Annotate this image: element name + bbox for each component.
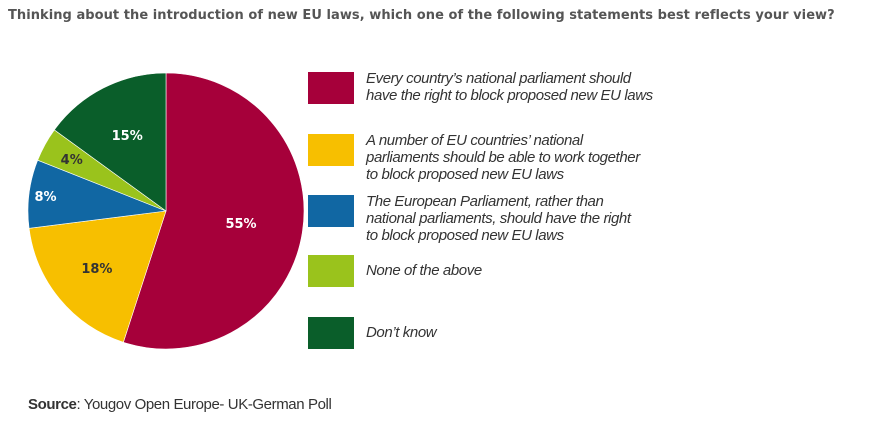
slice-every-parliament-label: 55%: [225, 217, 256, 232]
slice-dont-know-label: 15%: [112, 129, 143, 144]
legend-label: Don’t know: [366, 324, 437, 341]
swatch-work-together: [308, 134, 354, 166]
source-label: Source: [28, 396, 77, 413]
swatch-none: [308, 255, 354, 287]
slice-work-together: [28, 210, 167, 343]
source-note: Source: Yougov Open Europe- UK-German Po…: [28, 396, 332, 413]
legend-label: None of the above: [366, 262, 482, 279]
legend-label: The European Parliament, rather than nat…: [366, 193, 631, 244]
source-text: : Yougov Open Europe- UK-German Poll: [76, 396, 332, 413]
question-title: Thinking about the introduction of new E…: [8, 8, 835, 23]
legend-label: Every country’s national parliament shou…: [366, 70, 653, 104]
slice-every-parliament: [122, 72, 305, 350]
slice-none-label: 4%: [61, 153, 83, 168]
legend-label: A number of EU countries’ national parli…: [366, 132, 640, 183]
swatch-european-parliament: [308, 195, 354, 227]
slice-work-together-label: 18%: [81, 262, 112, 277]
swatch-every-parliament: [308, 72, 354, 104]
slice-dont-know: [53, 72, 167, 212]
slice-european-parliament-label: 8%: [34, 190, 56, 205]
swatch-dont-know: [308, 317, 354, 349]
